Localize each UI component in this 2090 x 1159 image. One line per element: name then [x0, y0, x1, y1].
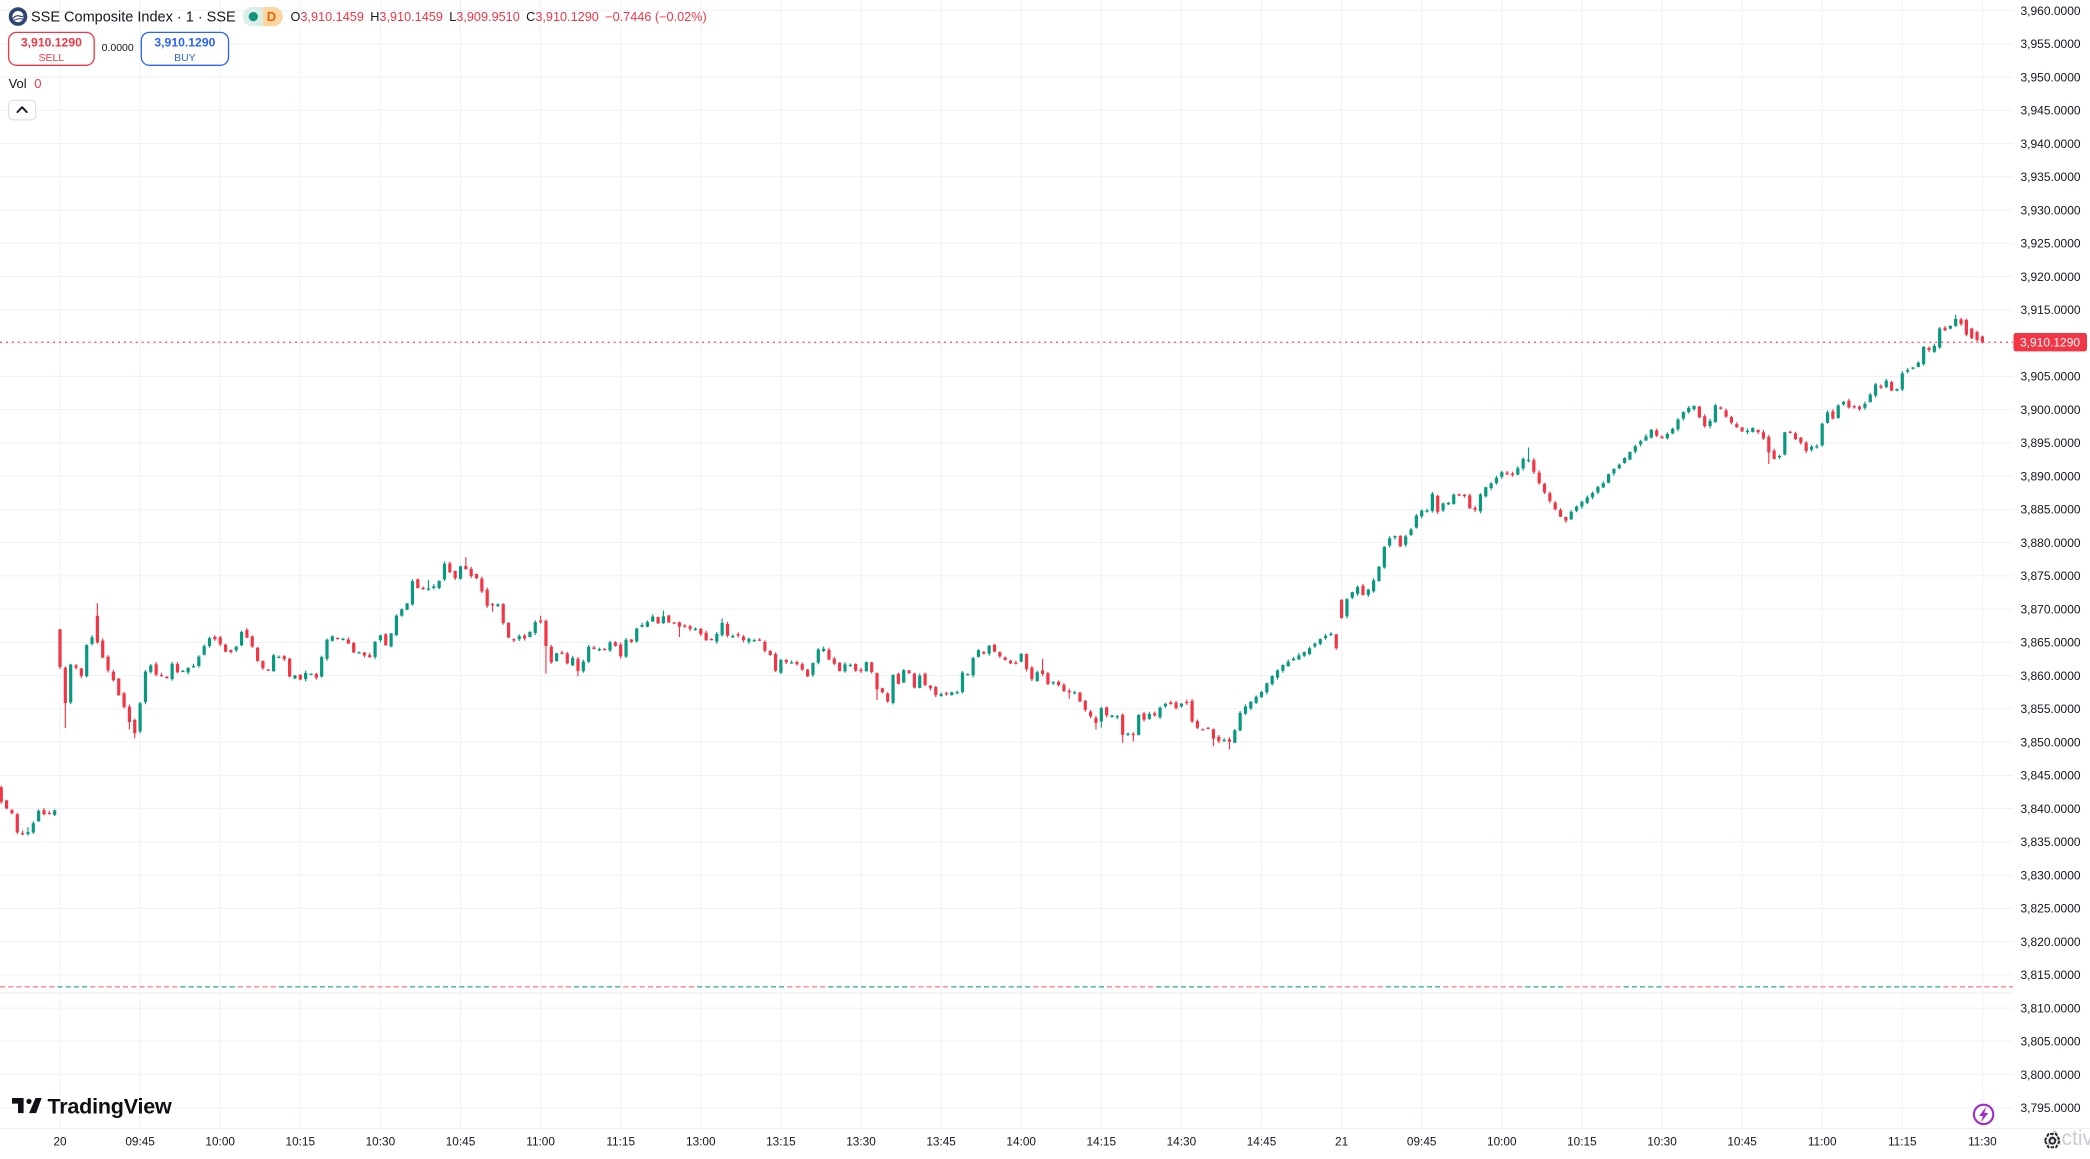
svg-text:3,910.1290: 3,910.1290: [21, 36, 82, 50]
svg-text:10:30: 10:30: [1647, 1135, 1677, 1149]
svg-text:3,955.0000: 3,955.0000: [2021, 37, 2081, 51]
svg-text:3,935.0000: 3,935.0000: [2021, 170, 2081, 184]
svg-text:11:00: 11:00: [1808, 1135, 1837, 1149]
svg-text:3,865.0000: 3,865.0000: [2021, 636, 2081, 650]
svg-text:3,795.0000: 3,795.0000: [2021, 1101, 2081, 1115]
svg-text:3,810.0000: 3,810.0000: [2021, 1001, 2081, 1015]
svg-text:BUY: BUY: [174, 52, 196, 64]
svg-text:D: D: [267, 9, 276, 24]
svg-text:14:45: 14:45: [1247, 1135, 1277, 1149]
svg-text:13:30: 13:30: [846, 1135, 876, 1149]
svg-text:3,820.0000: 3,820.0000: [2021, 935, 2081, 949]
svg-text:11:00: 11:00: [526, 1135, 555, 1149]
svg-text:10:30: 10:30: [366, 1135, 396, 1149]
svg-text:3,825.0000: 3,825.0000: [2021, 902, 2081, 916]
svg-text:3,860.0000: 3,860.0000: [2021, 669, 2081, 683]
svg-text:10:15: 10:15: [1567, 1135, 1597, 1149]
svg-text:10:00: 10:00: [1487, 1135, 1517, 1149]
svg-text:3,805.0000: 3,805.0000: [2021, 1035, 2081, 1049]
svg-text:3,840.0000: 3,840.0000: [2021, 802, 2081, 816]
svg-text:11:30: 11:30: [1968, 1135, 1997, 1149]
svg-text:3,880.0000: 3,880.0000: [2021, 536, 2081, 550]
svg-text:14:00: 14:00: [1006, 1135, 1036, 1149]
svg-text:13:45: 13:45: [926, 1135, 956, 1149]
svg-text:10:45: 10:45: [1727, 1135, 1757, 1149]
svg-text:09:45: 09:45: [125, 1135, 155, 1149]
svg-text:3,885.0000: 3,885.0000: [2021, 503, 2081, 517]
svg-text:TradingView: TradingView: [48, 1094, 173, 1118]
svg-text:3,925.0000: 3,925.0000: [2021, 237, 2081, 251]
svg-text:3,940.0000: 3,940.0000: [2021, 137, 2081, 151]
svg-text:11:15: 11:15: [606, 1135, 635, 1149]
svg-text:0.0000: 0.0000: [102, 42, 134, 54]
svg-text:Vol: Vol: [9, 76, 27, 91]
svg-text:3,900.0000: 3,900.0000: [2021, 403, 2081, 417]
svg-text:13:00: 13:00: [686, 1135, 716, 1149]
svg-text:3,895.0000: 3,895.0000: [2021, 436, 2081, 450]
svg-text:20: 20: [53, 1135, 67, 1149]
svg-text:3,945.0000: 3,945.0000: [2021, 104, 2081, 118]
svg-text:3,875.0000: 3,875.0000: [2021, 569, 2081, 583]
svg-text:3,830.0000: 3,830.0000: [2021, 868, 2081, 882]
svg-text:3,960.0000: 3,960.0000: [2021, 4, 2081, 18]
svg-text:3,915.0000: 3,915.0000: [2021, 303, 2081, 317]
svg-text:14:15: 14:15: [1087, 1135, 1117, 1149]
svg-text:09:45: 09:45: [1407, 1135, 1437, 1149]
svg-text:3,815.0000: 3,815.0000: [2021, 968, 2081, 982]
svg-text:3,930.0000: 3,930.0000: [2021, 203, 2081, 217]
svg-text:3,800.0000: 3,800.0000: [2021, 1068, 2081, 1082]
svg-text:SSE Composite Index · 1 · SSE: SSE Composite Index · 1 · SSE: [31, 9, 236, 25]
svg-text:21: 21: [1335, 1135, 1348, 1149]
svg-text:0: 0: [34, 76, 41, 91]
svg-text:SELL: SELL: [39, 52, 65, 64]
svg-text:11:15: 11:15: [1888, 1135, 1917, 1149]
svg-text:14:30: 14:30: [1167, 1135, 1197, 1149]
svg-text:3,855.0000: 3,855.0000: [2021, 702, 2081, 716]
svg-text:3,845.0000: 3,845.0000: [2021, 769, 2081, 783]
svg-text:3,850.0000: 3,850.0000: [2021, 735, 2081, 749]
svg-text:3,910.1290: 3,910.1290: [2020, 336, 2080, 350]
svg-text:13:15: 13:15: [766, 1135, 796, 1149]
svg-text:10:45: 10:45: [446, 1135, 476, 1149]
svg-text:3,890.0000: 3,890.0000: [2021, 469, 2081, 483]
svg-text:3,835.0000: 3,835.0000: [2021, 835, 2081, 849]
svg-text:O3,910.1459 H3,910.1459 L3,909: O3,910.1459 H3,910.1459 L3,909.9510 C3,9…: [291, 10, 707, 24]
svg-text:3,950.0000: 3,950.0000: [2021, 70, 2081, 84]
svg-text:3,870.0000: 3,870.0000: [2021, 602, 2081, 616]
svg-text:3,920.0000: 3,920.0000: [2021, 270, 2081, 284]
svg-text:10:00: 10:00: [205, 1135, 235, 1149]
svg-text:3,910.1290: 3,910.1290: [154, 36, 215, 50]
svg-text:3,905.0000: 3,905.0000: [2021, 370, 2081, 384]
svg-text:10:15: 10:15: [286, 1135, 316, 1149]
